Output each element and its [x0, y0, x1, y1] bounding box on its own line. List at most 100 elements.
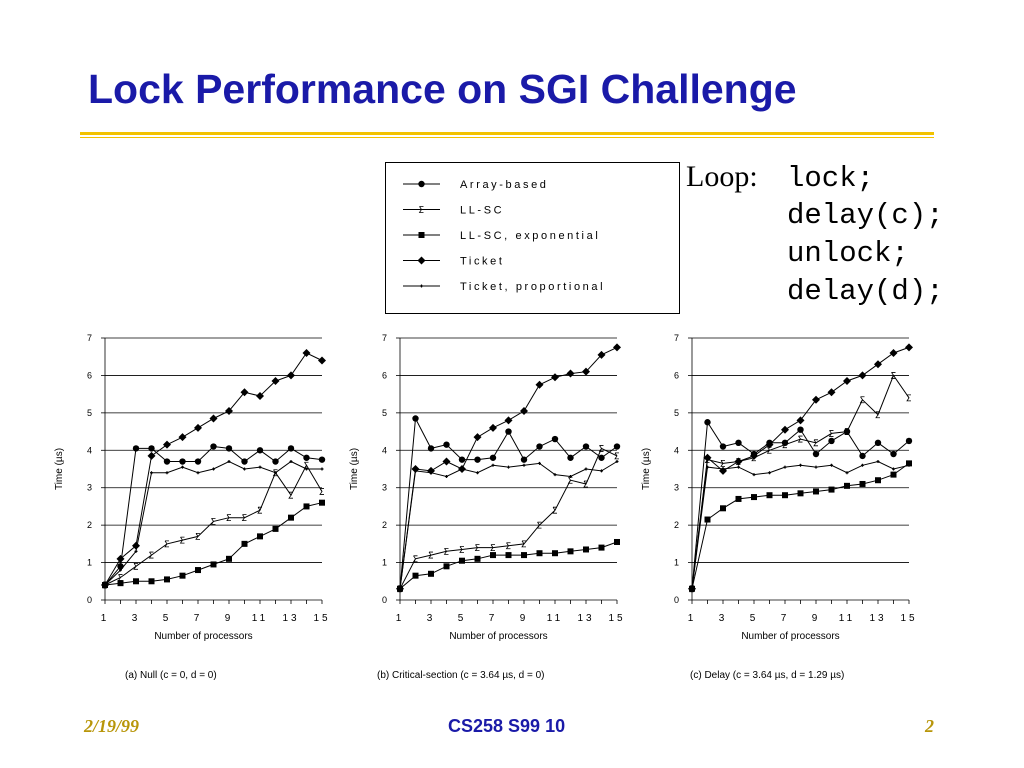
title-rule — [80, 132, 934, 135]
data-point — [272, 469, 278, 477]
data-point — [194, 458, 202, 465]
data-point — [225, 406, 233, 415]
data-point — [535, 380, 544, 389]
x-tick-label: 9 — [812, 613, 821, 624]
data-point — [490, 544, 495, 551]
x-axis-label: Number of processors — [741, 631, 839, 642]
y-tick-label: 4 — [382, 445, 387, 455]
data-point — [813, 439, 818, 447]
data-point — [150, 471, 153, 475]
data-point — [845, 471, 849, 475]
data-point — [812, 450, 820, 458]
data-point — [875, 477, 881, 484]
x-tick-label: 11 — [252, 613, 268, 624]
data-point — [289, 460, 293, 464]
chart-c-caption: (c) Delay (c = 3.64 µs, d = 1.29 µs) — [690, 670, 845, 681]
data-point — [905, 343, 913, 352]
data-point — [505, 552, 512, 559]
data-point — [783, 465, 787, 469]
data-point — [319, 488, 324, 495]
data-point — [876, 460, 880, 464]
legend-marker — [418, 180, 425, 188]
legend-marker — [420, 284, 423, 288]
data-point — [117, 580, 124, 587]
data-point — [551, 435, 559, 443]
y-tick-label: 0 — [382, 595, 387, 605]
data-point — [445, 474, 448, 478]
data-point — [271, 377, 280, 386]
y-tick-label: 5 — [382, 408, 387, 418]
y-tick-label: 0 — [674, 595, 679, 605]
code-line-delay-d: delay(d); — [787, 275, 944, 308]
data-point — [706, 465, 709, 469]
x-tick-label: 5 — [750, 613, 759, 624]
data-point — [117, 563, 124, 570]
title-rule-thin — [80, 137, 934, 138]
data-point — [812, 395, 820, 404]
data-point — [750, 451, 758, 460]
y-tick-label: 5 — [87, 408, 92, 418]
y-tick-label: 6 — [87, 370, 92, 380]
data-point — [906, 394, 911, 402]
data-point — [582, 443, 590, 450]
data-point — [303, 503, 310, 510]
y-tick-label: 6 — [382, 370, 387, 380]
chart-b-caption: (b) Critical-section (c = 3.64 µs, d = 0… — [377, 670, 545, 681]
y-tick-label: 7 — [674, 333, 679, 343]
data-point — [148, 551, 154, 559]
x-tick-label: 1 — [101, 613, 110, 624]
data-point — [443, 547, 449, 555]
data-point — [598, 544, 605, 551]
data-point — [598, 454, 605, 461]
data-point — [212, 467, 215, 471]
data-point — [305, 467, 308, 471]
y-axis-label: Time (µs) — [54, 448, 65, 490]
data-point — [241, 458, 248, 465]
data-point — [569, 474, 572, 478]
data-point — [288, 491, 293, 499]
y-tick-label: 2 — [382, 520, 387, 530]
data-point — [119, 568, 122, 572]
data-point — [318, 356, 326, 365]
x-axis-label: Number of processors — [154, 631, 252, 642]
x-tick-label: 13 — [282, 613, 299, 624]
data-point — [889, 348, 898, 357]
data-point — [460, 467, 464, 471]
y-tick-label: 1 — [87, 558, 92, 568]
data-point — [828, 486, 835, 493]
x-tick-label: 3 — [427, 613, 436, 624]
data-point — [302, 348, 311, 357]
data-point — [195, 532, 200, 540]
data-point — [536, 443, 543, 450]
data-point — [797, 426, 804, 433]
data-point — [148, 578, 155, 585]
data-point — [858, 371, 867, 380]
data-point — [552, 550, 558, 557]
x-tick-label: 11 — [839, 613, 855, 624]
data-point — [134, 549, 138, 553]
x-tick-label: 7 — [489, 613, 498, 624]
data-point — [828, 437, 835, 445]
data-point — [257, 506, 262, 514]
data-point — [583, 480, 588, 488]
y-tick-label: 7 — [87, 333, 92, 343]
data-point — [875, 411, 880, 419]
y-tick-label: 3 — [87, 483, 92, 493]
data-point — [412, 555, 418, 563]
data-point — [163, 458, 171, 465]
data-point — [474, 555, 481, 562]
data-point — [210, 443, 217, 450]
data-point — [398, 587, 402, 591]
data-point — [874, 439, 882, 446]
data-point — [179, 536, 185, 544]
data-point — [473, 433, 482, 442]
data-point — [241, 540, 248, 547]
data-point — [256, 447, 264, 454]
data-point — [429, 471, 433, 475]
legend-marker — [418, 232, 425, 238]
data-point — [600, 469, 603, 473]
